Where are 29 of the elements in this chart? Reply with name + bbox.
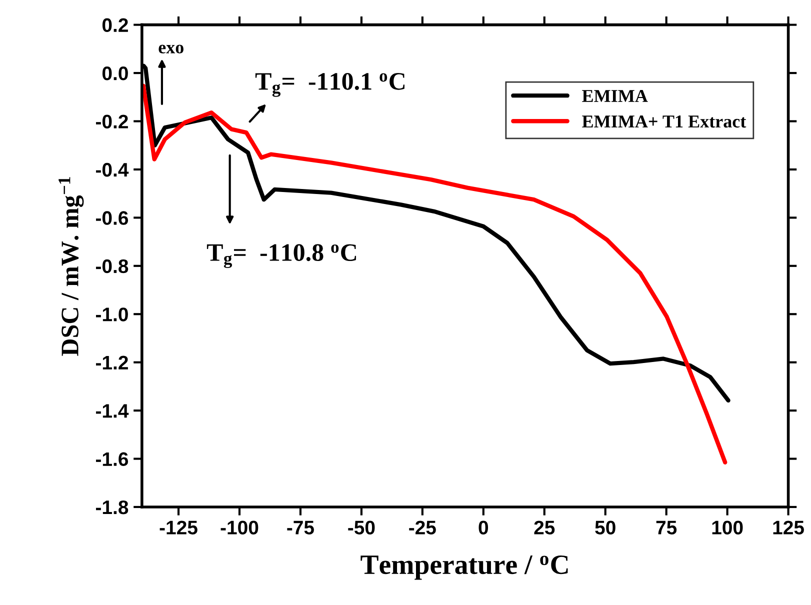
y-tick-label: -1.4 xyxy=(96,404,129,418)
x-tick-label: 100 xyxy=(712,520,743,534)
x-tick-label: -100 xyxy=(220,520,258,534)
x-tick-label: 0 xyxy=(478,520,488,534)
x-tick-label: 75 xyxy=(656,520,677,534)
legend-label: EMIMA+ T1 Extract xyxy=(582,116,746,128)
y-tick-label: 0.0 xyxy=(102,66,128,80)
y-tick-label: -1.2 xyxy=(96,356,128,370)
x-tick-label: 25 xyxy=(534,520,555,534)
y-tick-label: -1.0 xyxy=(96,308,128,322)
y-tick-label: -1.8 xyxy=(96,500,128,514)
annotation: T$_{g}$= -110.1 $^{o}$C xyxy=(255,72,404,97)
y-tick-label: -0.6 xyxy=(96,211,128,225)
x-tick-label: -25 xyxy=(409,520,436,534)
y-tick-label: 0.2 xyxy=(102,18,128,32)
y-tick-label: -0.2 xyxy=(96,114,128,128)
x-tick-label: -125 xyxy=(160,520,198,534)
x-axis-title: Temperature / $^{o}$C xyxy=(360,555,568,580)
x-tick-label: 50 xyxy=(595,520,616,534)
x-tick-label: 125 xyxy=(773,520,804,534)
x-tick-label: -75 xyxy=(287,520,314,534)
legend-label: EMIMA xyxy=(582,90,648,102)
y-axis-title: DSC / mW. mg$^{−1}$ xyxy=(58,177,84,356)
y-tick-label: -0.8 xyxy=(96,259,128,274)
y-tick-label: -0.4 xyxy=(96,162,129,177)
y-tick-label: -1.6 xyxy=(96,452,128,466)
x-tick-label: -50 xyxy=(348,520,375,534)
annotation: T$_{g}$= -110.8 $^{o}$C xyxy=(206,244,356,268)
annotation: exo xyxy=(158,44,184,54)
